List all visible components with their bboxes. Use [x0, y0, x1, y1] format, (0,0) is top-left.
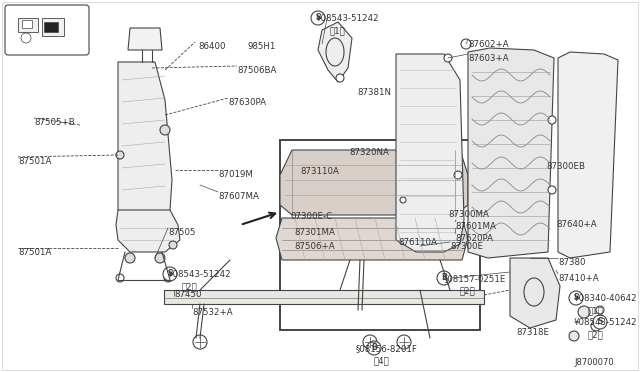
Text: 07300E-C: 07300E-C	[290, 212, 332, 221]
Text: （2）: （2）	[588, 330, 604, 339]
Circle shape	[163, 267, 177, 281]
FancyBboxPatch shape	[5, 5, 89, 55]
Circle shape	[125, 253, 135, 263]
Text: 86400: 86400	[198, 42, 225, 51]
Circle shape	[363, 335, 377, 349]
Bar	[18, 18, 38, 32]
Bar	[280, 140, 480, 330]
Text: S: S	[167, 269, 173, 279]
Circle shape	[116, 151, 124, 159]
Text: 87506BA: 87506BA	[237, 66, 276, 75]
Text: B: B	[441, 273, 447, 282]
Circle shape	[164, 274, 172, 282]
Circle shape	[569, 331, 579, 341]
Text: 87505+B: 87505+B	[34, 118, 75, 127]
Polygon shape	[468, 48, 554, 258]
Polygon shape	[276, 218, 468, 260]
Circle shape	[400, 197, 406, 203]
Text: 87620PA: 87620PA	[455, 234, 493, 243]
Text: B: B	[371, 343, 377, 353]
Text: 985H1: 985H1	[247, 42, 275, 51]
Text: 87532+A: 87532+A	[192, 308, 232, 317]
Text: 87505: 87505	[168, 228, 195, 237]
Text: 87380: 87380	[558, 258, 586, 267]
Text: §08157-0251E: §08157-0251E	[444, 274, 506, 283]
Text: ¥08543-51242: ¥08543-51242	[316, 14, 380, 23]
Text: 87300E: 87300E	[450, 242, 483, 251]
Bar	[42, 18, 64, 36]
Circle shape	[193, 335, 207, 349]
Circle shape	[21, 33, 31, 43]
Circle shape	[336, 74, 344, 82]
Text: （2）: （2）	[460, 286, 476, 295]
Circle shape	[116, 274, 124, 282]
Text: （1）: （1）	[588, 306, 604, 315]
Circle shape	[461, 39, 471, 49]
Polygon shape	[396, 54, 464, 252]
Text: 87602+A: 87602+A	[468, 40, 509, 49]
Circle shape	[578, 306, 590, 318]
Polygon shape	[128, 28, 162, 50]
Polygon shape	[116, 210, 180, 252]
Text: S: S	[597, 317, 603, 327]
Text: 873110A: 873110A	[300, 167, 339, 176]
Text: S: S	[316, 13, 321, 22]
Bar	[22, 20, 32, 28]
Text: S: S	[573, 294, 579, 302]
Text: 87410+A: 87410+A	[558, 274, 598, 283]
Text: 87630PA: 87630PA	[228, 98, 266, 107]
Circle shape	[444, 54, 452, 62]
Circle shape	[548, 116, 556, 124]
Text: 87450: 87450	[174, 290, 202, 299]
Text: 87501A: 87501A	[18, 248, 51, 257]
Text: 87300EB: 87300EB	[546, 162, 585, 171]
Circle shape	[591, 321, 601, 331]
Circle shape	[367, 341, 381, 355]
Text: 87603+A: 87603+A	[468, 54, 509, 63]
Text: §08156-8201F: §08156-8201F	[356, 344, 418, 353]
Circle shape	[569, 291, 583, 305]
Circle shape	[311, 11, 325, 25]
Text: （1）: （1）	[330, 26, 346, 35]
Polygon shape	[118, 62, 172, 220]
Polygon shape	[558, 52, 618, 258]
Polygon shape	[280, 150, 468, 215]
Text: 87318E: 87318E	[516, 328, 549, 337]
Circle shape	[596, 306, 604, 314]
Text: （2）: （2）	[182, 282, 198, 291]
Circle shape	[548, 186, 556, 194]
Text: 87381N: 87381N	[357, 88, 391, 97]
Circle shape	[593, 315, 607, 329]
Polygon shape	[318, 22, 352, 82]
Text: 87601MA: 87601MA	[455, 222, 496, 231]
Text: 87506+A: 87506+A	[294, 242, 335, 251]
Text: ¥08543-51242: ¥08543-51242	[168, 270, 232, 279]
Text: 87300MA: 87300MA	[448, 210, 489, 219]
Circle shape	[169, 241, 177, 249]
Polygon shape	[510, 258, 560, 328]
Circle shape	[454, 171, 462, 179]
Circle shape	[437, 271, 451, 285]
Text: ¥08543-51242: ¥08543-51242	[574, 318, 637, 327]
Text: 876110A: 876110A	[398, 238, 437, 247]
Text: 87301MA: 87301MA	[294, 228, 335, 237]
Text: 87607MA: 87607MA	[218, 192, 259, 201]
Circle shape	[397, 335, 411, 349]
Bar	[44, 22, 58, 32]
Text: 87019M: 87019M	[218, 170, 253, 179]
Text: ¥08340-40642: ¥08340-40642	[574, 294, 637, 303]
Text: 87640+A: 87640+A	[556, 220, 596, 229]
Circle shape	[160, 125, 170, 135]
Text: （4）: （4）	[374, 356, 390, 365]
Text: J8700070: J8700070	[574, 358, 614, 367]
Bar	[164, 290, 484, 304]
Text: 87320NA: 87320NA	[349, 148, 389, 157]
Text: 87501A: 87501A	[18, 157, 51, 166]
Circle shape	[155, 253, 165, 263]
